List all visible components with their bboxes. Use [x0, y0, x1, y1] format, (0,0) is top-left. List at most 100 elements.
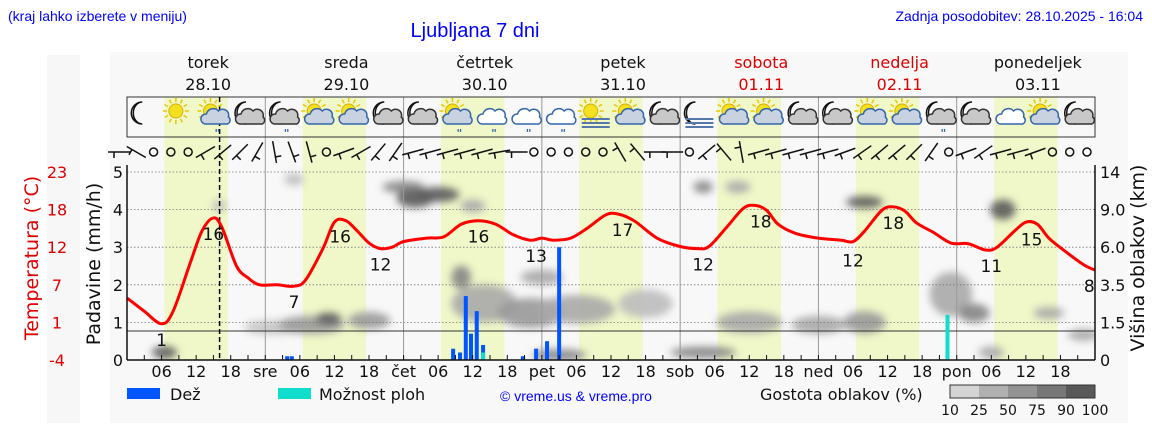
sun-ray: [909, 103, 914, 108]
wind-barb-icon: [852, 145, 872, 161]
density-swatch: [979, 385, 1008, 398]
day-date: 28.10: [185, 75, 231, 94]
barb-shaft: [453, 148, 476, 156]
precip-tick-label: 0: [113, 351, 123, 370]
cloud-rain-icon: ": [476, 107, 508, 140]
wind-barb-icon: [305, 141, 317, 163]
wind-barb-icon: [287, 141, 300, 163]
barb-tick: [356, 154, 361, 161]
density-tick-label: 90: [1057, 403, 1075, 419]
cloud-blob: [151, 346, 178, 359]
cloud-glyph: [234, 107, 266, 125]
wind-barb-icon: [333, 147, 355, 160]
wind-barb-icon: [370, 143, 386, 161]
barb-shaft: [834, 147, 856, 157]
temperature-label: 16: [203, 225, 225, 245]
rain-bar: [468, 333, 473, 360]
cloud-glyph: [373, 107, 404, 125]
wind-barb-icon: [870, 144, 889, 161]
cloud-blob: [618, 289, 673, 318]
temperature-series: 1 16 7 16 12 16 13 17 12 18 12 18 11 15 8: [126, 203, 1096, 351]
cloud-rain-icon: ": [545, 107, 577, 140]
temperature-label: 13: [525, 247, 547, 267]
cloud-glyph: [269, 107, 300, 125]
x-tick-label: 06: [151, 362, 171, 381]
barb-shaft: [924, 142, 939, 162]
wind-barb-icon: [629, 143, 646, 161]
x-tick-label: 18: [912, 362, 932, 381]
rain-bar: [474, 311, 479, 360]
day-name: nedelja: [870, 53, 929, 72]
barb-shaft: [333, 147, 355, 157]
x-tick-label: 12: [877, 362, 897, 381]
cloud-glyph: [649, 107, 681, 125]
barb-shaft: [1024, 147, 1046, 157]
sun-ray: [579, 103, 584, 108]
wind-barb-icon: [816, 148, 839, 160]
temp-axis-panel: [47, 55, 80, 423]
sun-ray: [302, 103, 307, 108]
sun-ray: [164, 103, 169, 108]
barb-shaft: [1007, 148, 1029, 156]
x-tick-label-day: ned: [803, 362, 833, 381]
wind-barb-icon: [924, 142, 939, 162]
sun-ray: [756, 99, 760, 104]
sun-ray: [198, 103, 204, 108]
copyright-link[interactable]: © vreme.us & vreme.pro: [500, 388, 652, 404]
cloud-glyph: [926, 107, 957, 125]
barb-tick: [293, 153, 300, 158]
rain-bar: [289, 356, 294, 360]
barb-tick: [338, 153, 342, 160]
wind-barb-icon: [973, 145, 993, 161]
wind-calm-icon: [1047, 147, 1058, 157]
sun-ray: [594, 99, 598, 104]
moon-cloud-icon: [407, 101, 439, 125]
cloud-tick-label: 9.0: [1100, 201, 1125, 220]
day-date: 31.10: [600, 75, 646, 94]
x-tick-label: 18: [635, 362, 655, 381]
cloud-tick-label: 6.0: [1100, 238, 1125, 257]
rain-bar: [463, 296, 468, 360]
temp-tick-label: 7: [52, 276, 62, 295]
barb-shaft: [887, 144, 906, 160]
x-tick-label-day: pet: [529, 362, 555, 381]
wind-calm-icon: [943, 147, 954, 157]
sun-cloud-icon: [612, 98, 646, 125]
cloud-blob: [716, 311, 783, 334]
density-tick-label: 100: [1082, 403, 1109, 419]
sun-ray: [770, 103, 776, 108]
wind-barb-icon: [419, 148, 441, 160]
cloud-glyph: [442, 107, 473, 125]
x-tick-label: 18: [1050, 362, 1070, 381]
precip-tick-label: 2: [113, 276, 123, 295]
page-title: Ljubljana 7 dni: [411, 20, 540, 42]
barb-shaft: [251, 142, 264, 162]
moon-cloud-rain-icon: ": [268, 101, 300, 140]
barb-shaft: [905, 143, 923, 161]
barb-tick: [392, 155, 399, 161]
barb-tick: [928, 155, 934, 161]
sun-glyph: [577, 98, 604, 124]
day-date: 01.11: [738, 75, 784, 94]
wind-barb-icon: [1007, 148, 1029, 160]
cloud-glyph: [476, 107, 508, 125]
sun-ray: [732, 99, 737, 104]
wind-calm-icon: [684, 147, 695, 157]
cloud-glyph: [995, 107, 1026, 125]
temp-axis-title: Temperatura (°C): [21, 176, 43, 341]
barb-shaft: [765, 148, 787, 156]
sun-cloud-icon: [854, 98, 888, 125]
location-hint[interactable]: (kraj lahko izberete v meniju): [8, 8, 187, 24]
sun-cloud-icon: [301, 98, 335, 125]
moon-fog-icon: [683, 101, 714, 128]
grid: [126, 96, 1096, 360]
barb-tick: [407, 153, 411, 160]
barb-tick: [459, 153, 463, 160]
wind-barb-icon: [661, 151, 684, 158]
daylight-band: [164, 97, 228, 360]
temperature-label: 16: [468, 228, 490, 248]
wind-barb-icon: [231, 143, 249, 161]
temperature-label: 12: [370, 256, 392, 276]
cloud-blob: [284, 173, 304, 186]
